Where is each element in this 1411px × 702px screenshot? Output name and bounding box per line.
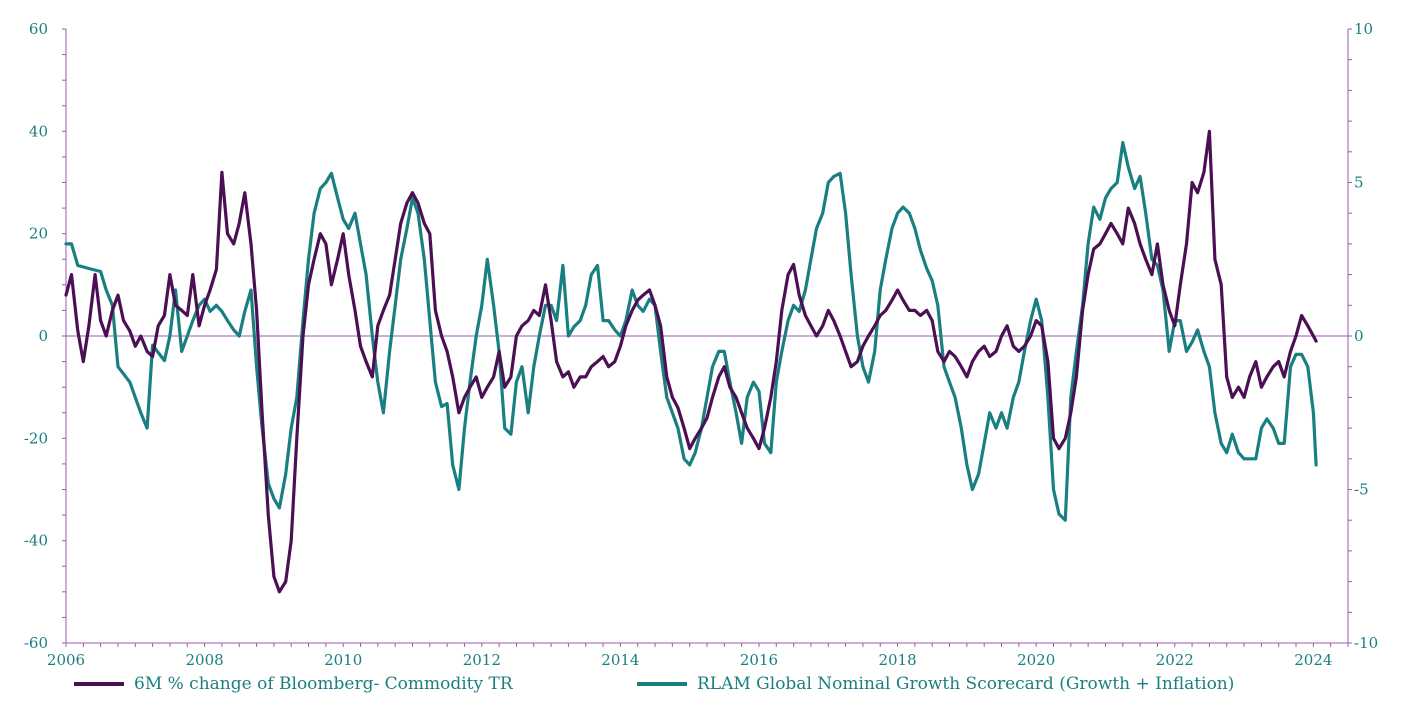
chart-series-layer [64, 129, 1318, 594]
x-tick-label: 2014 [601, 651, 639, 669]
y-right-tick-label: -10 [1354, 634, 1378, 652]
y-left-tick-label: 0 [38, 327, 48, 345]
legend-item-commodity: 6M % change of Bloomberg- Commodity TR [74, 674, 513, 694]
x-tick-label: 2016 [740, 651, 778, 669]
x-tick-label: 2010 [324, 651, 362, 669]
y-right-tick-label: 5 [1354, 174, 1364, 192]
legend-swatch-commodity [74, 682, 124, 686]
y-left-tick-label: -40 [24, 532, 48, 550]
legend-label-commodity: 6M % change of Bloomberg- Commodity TR [134, 674, 513, 694]
x-tick-label: 2024 [1294, 651, 1332, 669]
legend-swatch-rlam [637, 682, 687, 686]
chart-legend: 6M % change of Bloomberg- Commodity TR R… [0, 674, 1411, 698]
y-left-tick-label: -20 [24, 429, 48, 447]
chart-tick-labels: 60 40 20 0 -20 -40 -60 10 5 0 -5 -10 2006 2008 2010 201… [24, 20, 1378, 669]
x-tick-label: 2022 [1156, 651, 1194, 669]
legend-item-rlam: RLAM Global Nominal Growth Scorecard (Gr… [637, 674, 1234, 694]
y-right-tick-label: 0 [1354, 327, 1364, 345]
x-tick-label: 2018 [878, 651, 916, 669]
x-tick-label: 2008 [186, 651, 224, 669]
series-line-commodity [64, 129, 1318, 594]
chart-axes [62, 28, 1352, 647]
x-tick-label: 2012 [463, 651, 501, 669]
x-tick-label: 2006 [47, 651, 85, 669]
series-line-rlam [64, 141, 1318, 522]
x-tick-label: 2020 [1017, 651, 1055, 669]
legend-label-rlam: RLAM Global Nominal Growth Scorecard (Gr… [697, 674, 1235, 694]
y-left-tick-label: 40 [29, 122, 48, 140]
y-right-tick-label: 10 [1354, 20, 1373, 38]
y-left-tick-label: -60 [24, 634, 48, 652]
y-left-tick-label: 60 [29, 20, 48, 38]
y-right-tick-label: -5 [1354, 481, 1369, 499]
y-left-tick-label: 20 [29, 225, 48, 243]
